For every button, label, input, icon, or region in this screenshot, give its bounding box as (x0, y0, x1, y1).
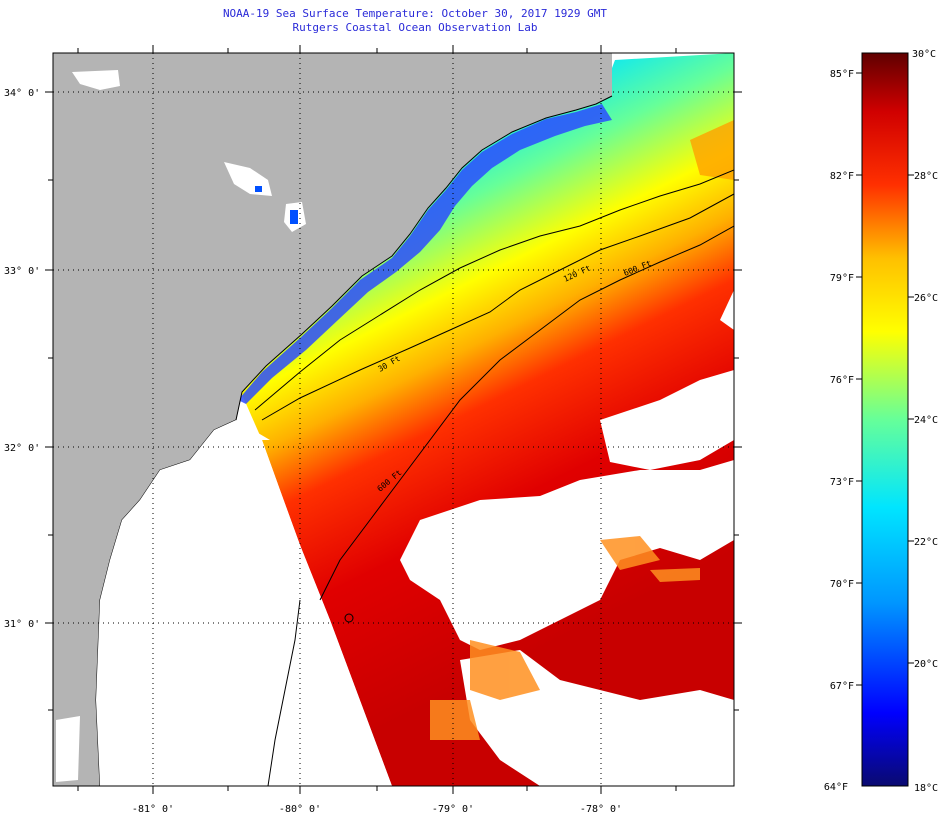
map-frame (52, 52, 735, 787)
lon-label: -79° 0' (432, 804, 474, 815)
colorbar-c-label: 28°C (914, 171, 938, 182)
colorbar-f-labels: 85°F 82°F 79°F 76°F 73°F 70°F 67°F 64°F (824, 69, 854, 793)
lat-label: 34° 0' (4, 88, 40, 99)
isobath-contours (254, 169, 734, 786)
lat-label: 32° 0' (4, 443, 40, 454)
colorbar-c-label: 20°C (914, 659, 938, 670)
nearshore-cold-band (238, 104, 612, 404)
lon-label: -78° 0' (580, 804, 622, 815)
colorbar (861, 52, 909, 787)
colorbar-c-labels: 30°C 28°C 26°C 24°C 22°C 20°C 18°C (912, 49, 938, 794)
colorbar-f-label: 64°F (824, 782, 848, 793)
colorbar-c-label: 30°C (912, 49, 936, 60)
lon-label: -81° 0' (132, 804, 174, 815)
colorbar-f-label: 82°F (830, 171, 854, 182)
lon-label: -80° 0' (279, 804, 321, 815)
colorbar-c-label: 24°C (914, 415, 938, 426)
map-content: 30 Ft 120 Ft 600 Ft 600 Ft (53, 53, 734, 786)
sst-swath (240, 53, 734, 786)
colorbar-c-label: 22°C (914, 537, 938, 548)
colorbar-f-label: 79°F (830, 273, 854, 284)
colorbar-f-label: 73°F (830, 477, 854, 488)
colorbar-f-label: 70°F (830, 579, 854, 590)
colorbar-f-label: 76°F (830, 375, 854, 386)
colorbar-c-label: 18°C (914, 783, 938, 794)
lat-label: 33° 0' (4, 266, 40, 277)
colorbar-f-label: 85°F (830, 69, 854, 80)
land-mass (53, 53, 612, 786)
map-title: NOAA-19 Sea Surface Temperature: October… (222, 7, 608, 20)
graticule (53, 53, 734, 786)
colorbar-f-label: 67°F (830, 681, 854, 692)
colorbar-c-label: 26°C (914, 293, 938, 304)
map-subtitle: Rutgers Coastal Ocean Observation Lab (292, 21, 538, 34)
lat-label: 31° 0' (4, 619, 40, 630)
axis-ticks (45, 45, 742, 794)
